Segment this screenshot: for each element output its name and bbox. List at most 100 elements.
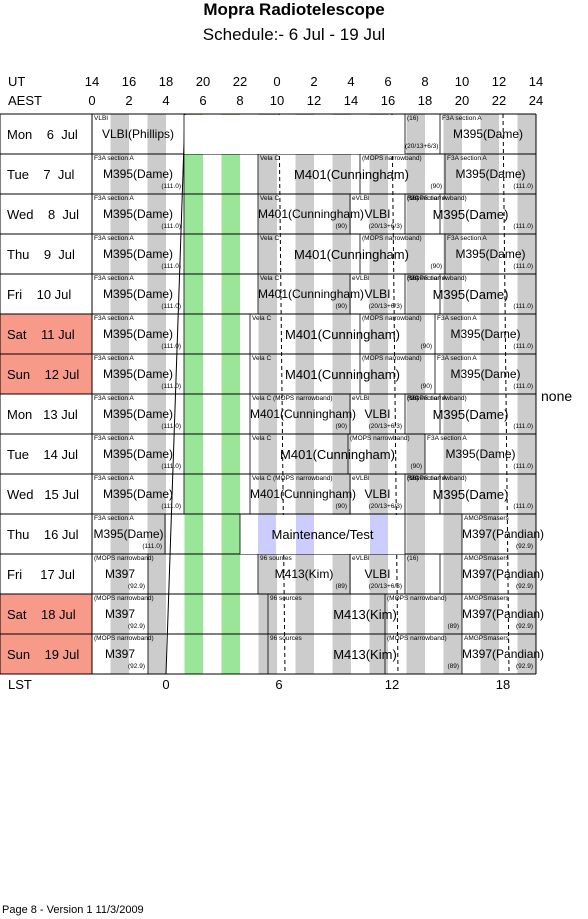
daylight-band bbox=[221, 234, 240, 274]
hour-stripe bbox=[110, 314, 129, 354]
hour-stripe bbox=[406, 554, 425, 594]
hour-stripe bbox=[332, 554, 351, 594]
axis-tick-label: 22 bbox=[491, 93, 507, 108]
block-title: M395(Dame) bbox=[452, 127, 524, 141]
hour-stripe bbox=[147, 194, 166, 234]
hour-stripe bbox=[258, 394, 277, 434]
hour-stripe bbox=[369, 194, 388, 234]
hour-stripe bbox=[295, 354, 314, 394]
block-title: M395(Dame) bbox=[432, 287, 509, 302]
hour-stripe bbox=[295, 234, 314, 274]
axis-tick-label: 2 bbox=[310, 74, 318, 89]
block-title: M395(Dame) bbox=[102, 207, 174, 221]
hour-stripe bbox=[443, 194, 462, 234]
block-header: (MOPS narrowband) bbox=[387, 635, 447, 642]
hour-stripe bbox=[110, 354, 129, 394]
daylight-band bbox=[184, 394, 203, 434]
daylight-band bbox=[221, 394, 240, 434]
block-header: (16) bbox=[407, 115, 419, 122]
hour-stripe bbox=[258, 194, 277, 234]
lst-zero-line bbox=[165, 113, 186, 675]
daylight-band bbox=[221, 594, 240, 634]
block-title: M395(Dame) bbox=[455, 167, 526, 181]
hour-stripe bbox=[110, 154, 129, 194]
hour-stripe bbox=[406, 594, 425, 634]
daylight-band bbox=[184, 634, 203, 674]
block-title: M397(Pandian) bbox=[462, 607, 545, 621]
hour-stripe bbox=[369, 634, 388, 674]
hour-stripe bbox=[332, 474, 351, 514]
block-header: (MOPS narrowband) bbox=[407, 195, 467, 202]
maint-stripe bbox=[370, 515, 388, 554]
block-footnote: (92.9) bbox=[128, 583, 145, 590]
hour-stripe bbox=[443, 274, 462, 314]
block-title: M401(Cunningham) bbox=[285, 367, 400, 382]
block-header: 96 sources bbox=[270, 595, 302, 602]
daylight-band bbox=[221, 434, 240, 474]
hour-stripe bbox=[295, 194, 314, 234]
hour-stripe bbox=[295, 474, 314, 514]
hour-stripe bbox=[110, 634, 129, 674]
lst-dashed-line bbox=[502, 113, 510, 675]
day-label: Mon 13 Jul bbox=[7, 407, 78, 422]
block-header: Vela C (MOPS narrowband) bbox=[252, 395, 333, 402]
footer-text: Page 8 - Version 1 11/3/2009 bbox=[2, 904, 144, 916]
hour-stripe bbox=[480, 354, 499, 394]
side-note: none bbox=[541, 388, 573, 404]
block-title: M413(Kim) bbox=[333, 647, 397, 662]
hour-stripe bbox=[147, 434, 166, 474]
daylight-band bbox=[221, 194, 240, 234]
block-footnote: (20/13+6/3) bbox=[368, 423, 402, 430]
block-footnote: (92.9) bbox=[128, 623, 145, 630]
block-title: VLBI bbox=[364, 207, 391, 221]
hour-stripe bbox=[258, 434, 277, 474]
block-header: F3A section A bbox=[447, 235, 487, 242]
hour-stripe bbox=[443, 234, 462, 274]
hour-stripe bbox=[443, 434, 462, 474]
hour-stripe bbox=[369, 434, 388, 474]
hour-stripe bbox=[517, 554, 536, 594]
hour-stripe bbox=[480, 434, 499, 474]
hour-stripe bbox=[295, 394, 314, 434]
block-title: M395(Dame) bbox=[455, 247, 526, 261]
block-header: F3A section A bbox=[94, 435, 134, 442]
hour-stripe bbox=[110, 194, 129, 234]
lst-dashed-line bbox=[391, 113, 399, 675]
hour-stripe bbox=[110, 434, 129, 474]
block-footnote: (89) bbox=[447, 623, 459, 630]
hour-stripe bbox=[406, 434, 425, 474]
block-title: M401(Cunningham) bbox=[258, 207, 365, 221]
hour-stripe bbox=[517, 474, 536, 514]
block-header: AMGPSmasers bbox=[464, 555, 509, 562]
hour-stripe bbox=[110, 274, 129, 314]
hour-stripe bbox=[406, 314, 425, 354]
block-footnote: (20/13+6/3) bbox=[368, 223, 402, 230]
block-header: F3A section A bbox=[407, 395, 447, 402]
hour-stripe bbox=[110, 474, 129, 514]
axis-tick-label: 20 bbox=[454, 93, 470, 108]
daylight-band bbox=[184, 474, 203, 514]
hour-stripe bbox=[332, 394, 351, 434]
block-header: F3A section A bbox=[437, 315, 477, 322]
block-title: M395(Dame) bbox=[102, 287, 174, 301]
hour-stripe bbox=[332, 434, 351, 474]
axis-tick-label: 18 bbox=[158, 74, 174, 89]
hour-stripe bbox=[443, 394, 462, 434]
hour-stripe bbox=[369, 154, 388, 194]
block-header: eVLBI bbox=[352, 555, 370, 562]
daylight-band bbox=[221, 154, 240, 194]
hour-stripe bbox=[480, 114, 499, 154]
block-footnote: (111.0) bbox=[161, 503, 181, 510]
hour-stripe bbox=[369, 554, 388, 594]
block-title: M395(Dame) bbox=[102, 487, 174, 501]
block-title: VLBI bbox=[364, 287, 391, 301]
block-header: 96 sources bbox=[270, 635, 302, 642]
block-footnote: (111.0) bbox=[142, 543, 162, 550]
block-header: F3A section A bbox=[94, 395, 134, 402]
hour-stripe bbox=[147, 514, 166, 554]
block-title: M413(Kim) bbox=[333, 607, 397, 622]
block-header: AMGPSmasers bbox=[464, 595, 509, 602]
block-header: (MOPS narrowband) bbox=[362, 355, 422, 362]
hour-stripe bbox=[443, 314, 462, 354]
block-title: M401(Cunningham) bbox=[258, 287, 365, 301]
